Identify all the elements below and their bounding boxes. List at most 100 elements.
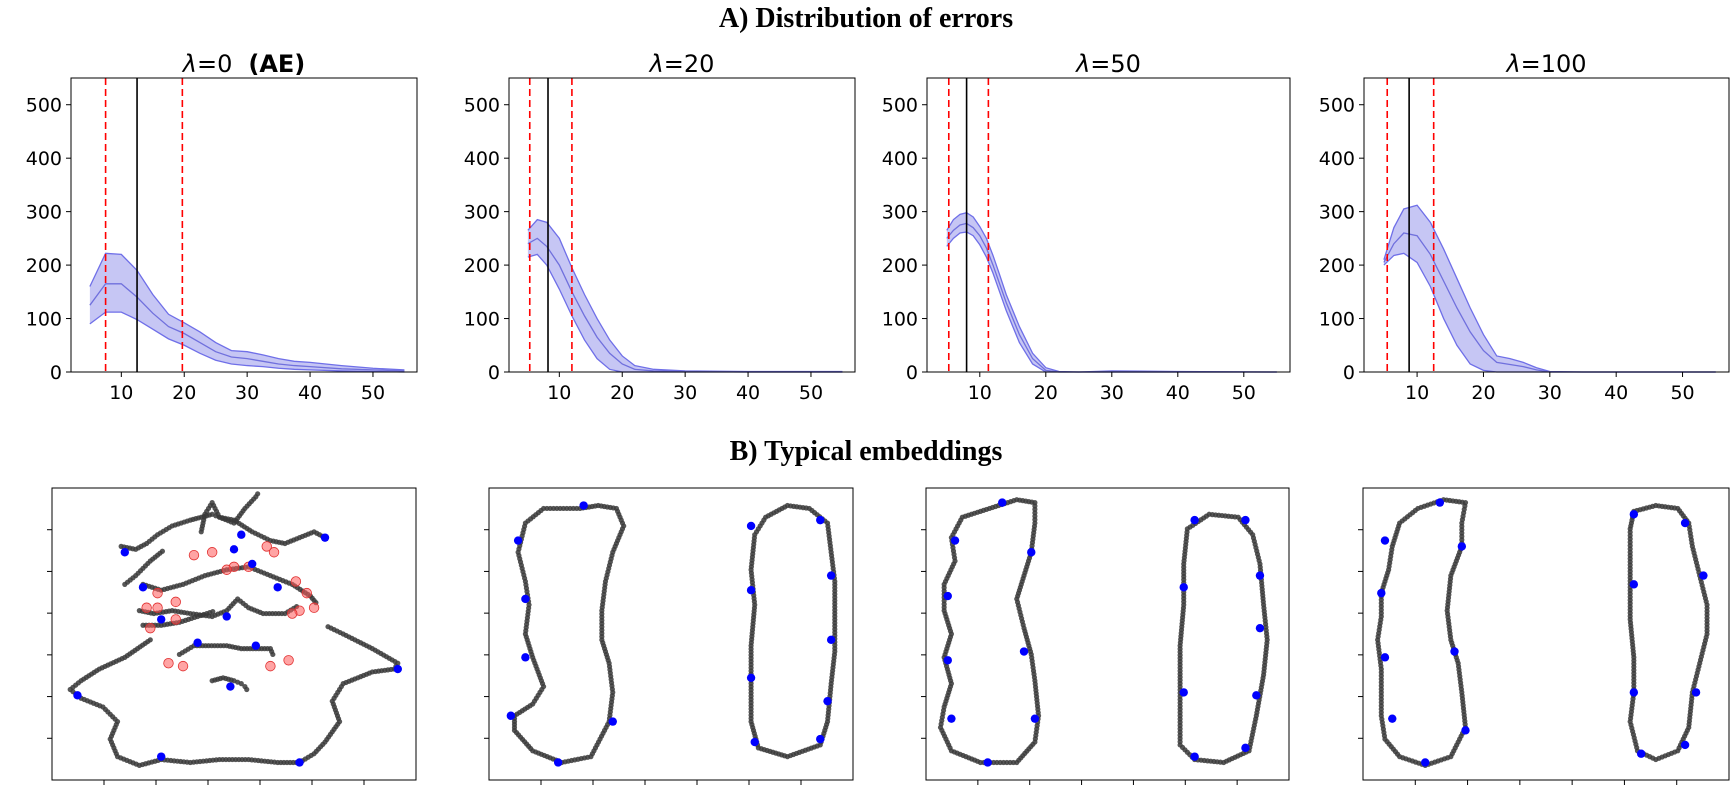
- section-title-embeddings: B) Typical embeddings: [730, 436, 1003, 467]
- blue-marker: [138, 583, 148, 592]
- red-marker: [301, 587, 313, 599]
- embedding-point: [761, 517, 767, 523]
- blue-marker: [1680, 518, 1690, 528]
- blue-marker: [1435, 498, 1445, 507]
- plot-frame: [925, 487, 1290, 781]
- y-tick-label: 400: [464, 148, 500, 170]
- y-tick-label: 500: [26, 95, 62, 117]
- blue-marker: [506, 711, 516, 720]
- blue-marker: [513, 536, 523, 545]
- blue-marker: [222, 612, 231, 621]
- x-tick-label: 20: [172, 382, 196, 404]
- y-tick-label: 0: [488, 362, 500, 384]
- blue-marker: [1636, 749, 1646, 758]
- blue-marker: [816, 734, 825, 744]
- blue-marker: [1629, 580, 1639, 589]
- panel-title-value: =50: [1090, 50, 1141, 78]
- blue-marker: [816, 515, 825, 525]
- x-tick-label: 40: [736, 382, 760, 404]
- panel-title: λ=0 (AE): [181, 50, 306, 78]
- plot-frame: [508, 77, 856, 373]
- embedding-point: [1184, 529, 1190, 535]
- blue-marker: [320, 533, 330, 542]
- panel-title: λ=100: [1504, 50, 1586, 78]
- y-tick-label: 100: [26, 309, 62, 331]
- embedding-point: [255, 491, 261, 497]
- error-panel-0: 0 100 200 300 400 500 10 20 30 40 50 λ=0 (AE): [26, 50, 418, 404]
- y-tick-label: 100: [464, 309, 500, 331]
- blue-marker: [157, 752, 166, 761]
- blue-marker: [1252, 691, 1261, 700]
- blue-marker: [1190, 515, 1199, 525]
- x-tick-label: 30: [235, 382, 259, 404]
- x-tick-label: 10: [547, 382, 571, 404]
- blue-marker: [1421, 758, 1430, 767]
- red-marker: [308, 602, 320, 613]
- blue-marker: [1380, 536, 1390, 545]
- blue-marker: [1255, 623, 1265, 633]
- blue-marker: [120, 548, 129, 557]
- blue-marker: [248, 559, 257, 569]
- y-tick-label: 400: [26, 148, 62, 170]
- y-tick-label: 400: [882, 148, 918, 170]
- embedding-point: [270, 651, 276, 658]
- blue-marker: [608, 717, 617, 726]
- blue-marker: [826, 571, 836, 580]
- y-tick-label: 100: [882, 309, 918, 331]
- x-tick-label: 30: [673, 382, 697, 404]
- blue-marker: [1691, 688, 1701, 697]
- panel-title-value: =0: [197, 50, 232, 78]
- red-marker: [177, 660, 189, 672]
- lower-bound-line: [946, 231, 1277, 373]
- red-marker: [265, 660, 276, 672]
- blue-marker: [1241, 743, 1250, 753]
- embedding-panel-2: [921, 487, 1290, 785]
- plot-frame: [70, 77, 418, 373]
- mean-line: [89, 283, 405, 372]
- y-tick-label: 0: [50, 362, 62, 384]
- blue-marker: [1680, 740, 1690, 750]
- red-marker: [170, 614, 181, 625]
- embedding-point: [992, 503, 999, 510]
- x-tick-label: 40: [1604, 382, 1628, 404]
- embedding-panel-1: [484, 487, 854, 785]
- embedding-point: [244, 686, 250, 693]
- blue-marker: [947, 714, 956, 723]
- upper-bound-line: [89, 252, 405, 371]
- embedding-point: [325, 624, 331, 630]
- red-marker: [287, 608, 298, 619]
- red-marker: [141, 602, 152, 613]
- blue-marker: [1457, 542, 1467, 551]
- upper-bound-line: [946, 212, 1277, 373]
- blue-marker: [157, 615, 166, 624]
- y-tick-label: 300: [464, 202, 500, 224]
- y-tick-label: 500: [1319, 95, 1355, 117]
- lower-bound-line: [89, 311, 405, 373]
- x-tick-label: 50: [799, 382, 823, 404]
- panel-title-lambda: λ: [181, 50, 197, 78]
- blue-marker: [1027, 548, 1036, 557]
- blue-marker: [521, 653, 530, 662]
- red-marker: [268, 547, 280, 558]
- blue-marker: [943, 656, 952, 665]
- blue-marker: [273, 583, 282, 592]
- blue-marker: [823, 696, 832, 706]
- upper-bound-line: [527, 218, 843, 373]
- blue-marker: [553, 758, 563, 767]
- mean-line: [946, 222, 1277, 373]
- blue-marker: [750, 737, 759, 747]
- blue-marker: [1255, 571, 1265, 580]
- x-tick-label: 10: [109, 382, 133, 404]
- blue-marker: [237, 530, 246, 539]
- red-marker: [188, 549, 200, 561]
- blue-marker: [1380, 653, 1390, 662]
- red-marker: [163, 658, 174, 669]
- blue-marker: [950, 536, 960, 545]
- red-marker: [170, 596, 181, 608]
- x-tick-label: 20: [1034, 382, 1058, 404]
- y-tick-label: 400: [1319, 148, 1355, 170]
- blue-marker: [1019, 647, 1029, 656]
- blue-marker: [1241, 515, 1250, 525]
